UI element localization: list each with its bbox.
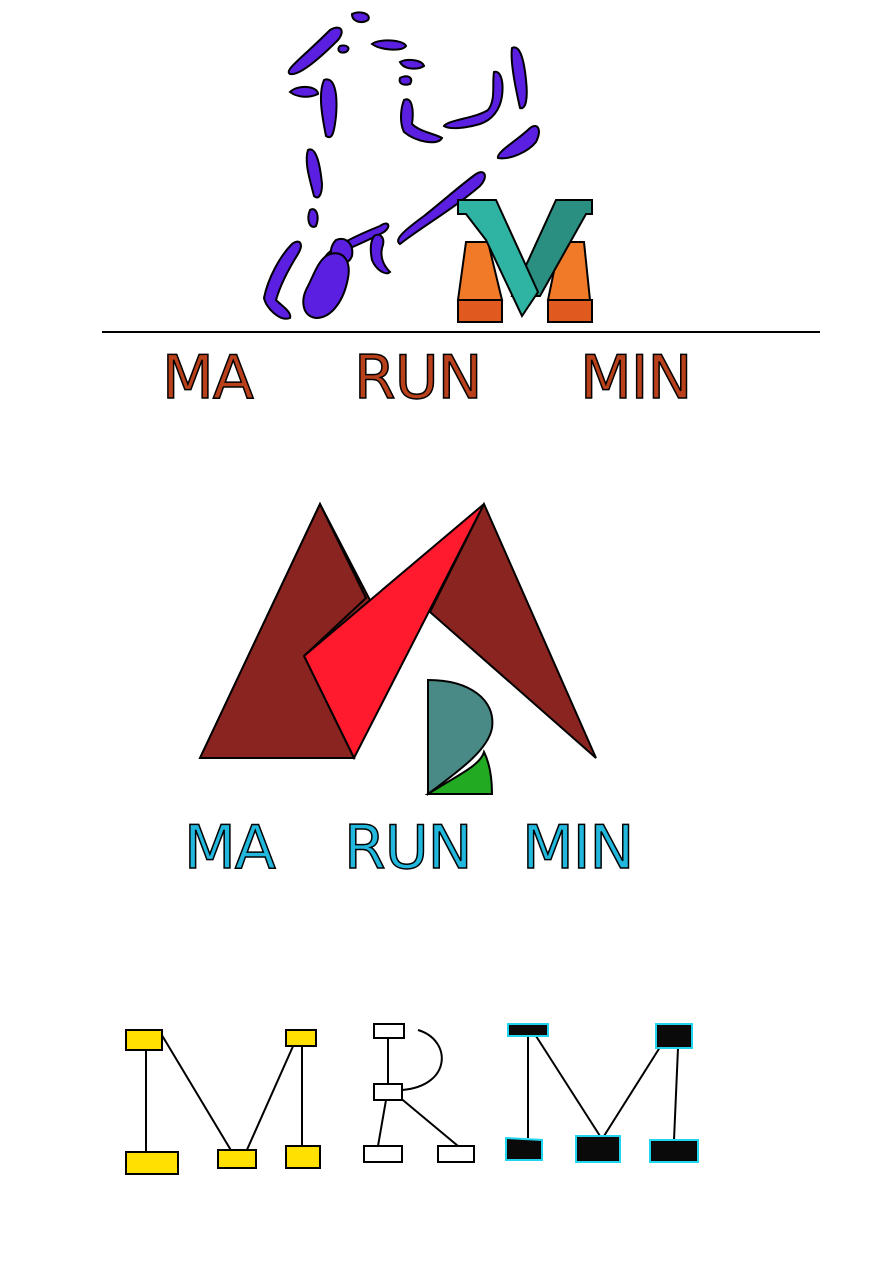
word-run: RUN — [354, 343, 482, 413]
runner-stroke — [302, 252, 350, 320]
logo-mrm-blocks — [0, 1000, 870, 1200]
runner-stroke — [262, 240, 302, 320]
m-monogram — [456, 199, 593, 323]
block — [363, 1145, 403, 1163]
runner-stroke — [288, 86, 320, 98]
block — [437, 1145, 475, 1163]
m-right-foot — [547, 299, 593, 323]
yellow-m — [125, 1029, 321, 1175]
runner-stroke — [400, 98, 444, 144]
white-r — [363, 1023, 475, 1163]
block — [373, 1083, 403, 1101]
mrm-blocks-graphic — [125, 1023, 699, 1175]
r-bowl — [427, 678, 494, 796]
m-left-leg — [456, 241, 504, 301]
runner-stroke — [319, 78, 338, 139]
block — [649, 1139, 699, 1163]
runner-m-logo-graphic: MA RUN MIN — [102, 11, 820, 414]
word-ma: MA — [184, 813, 276, 883]
block — [125, 1151, 179, 1175]
block — [655, 1023, 693, 1049]
word-min: MIN — [580, 343, 691, 413]
block — [125, 1029, 163, 1051]
runner-stroke — [305, 148, 324, 199]
runner-stroke — [369, 233, 392, 275]
block — [217, 1149, 257, 1169]
runner-stroke — [398, 58, 426, 70]
runner-stroke — [287, 26, 343, 76]
runner-stroke — [510, 46, 528, 110]
block — [285, 1145, 321, 1169]
runner-stroke — [350, 11, 370, 23]
word-ma: MA — [162, 343, 254, 413]
runner-figure — [262, 11, 540, 320]
runner-stroke — [442, 70, 504, 130]
logo1-wordmark: MA RUN MIN — [161, 342, 693, 414]
geometric-mr-graphic: MA RUN MIN — [183, 501, 635, 884]
m-left-foot — [457, 299, 503, 323]
black-m — [505, 1023, 699, 1163]
word-run: RUN — [344, 813, 472, 883]
runner-stroke — [398, 75, 413, 86]
runner-stroke — [307, 208, 319, 228]
block — [505, 1136, 543, 1161]
m-left-diagonal — [457, 199, 540, 319]
r-leg — [424, 749, 494, 795]
logo2-wordmark: MA RUN MIN — [183, 812, 635, 884]
letter-r — [424, 678, 494, 796]
block — [575, 1135, 621, 1163]
runner-stroke — [370, 39, 408, 51]
runner-stroke — [337, 44, 350, 54]
logo-runner-m: MA RUN MIN — [0, 0, 870, 430]
block — [373, 1023, 405, 1039]
block — [507, 1023, 549, 1037]
m-left-body — [198, 501, 368, 759]
block — [285, 1029, 317, 1047]
word-min: MIN — [522, 813, 633, 883]
logo-geometric-mr: MA RUN MIN — [0, 470, 870, 890]
runner-stroke — [397, 171, 486, 246]
runner-stroke — [497, 124, 540, 160]
geometric-m — [198, 501, 597, 761]
